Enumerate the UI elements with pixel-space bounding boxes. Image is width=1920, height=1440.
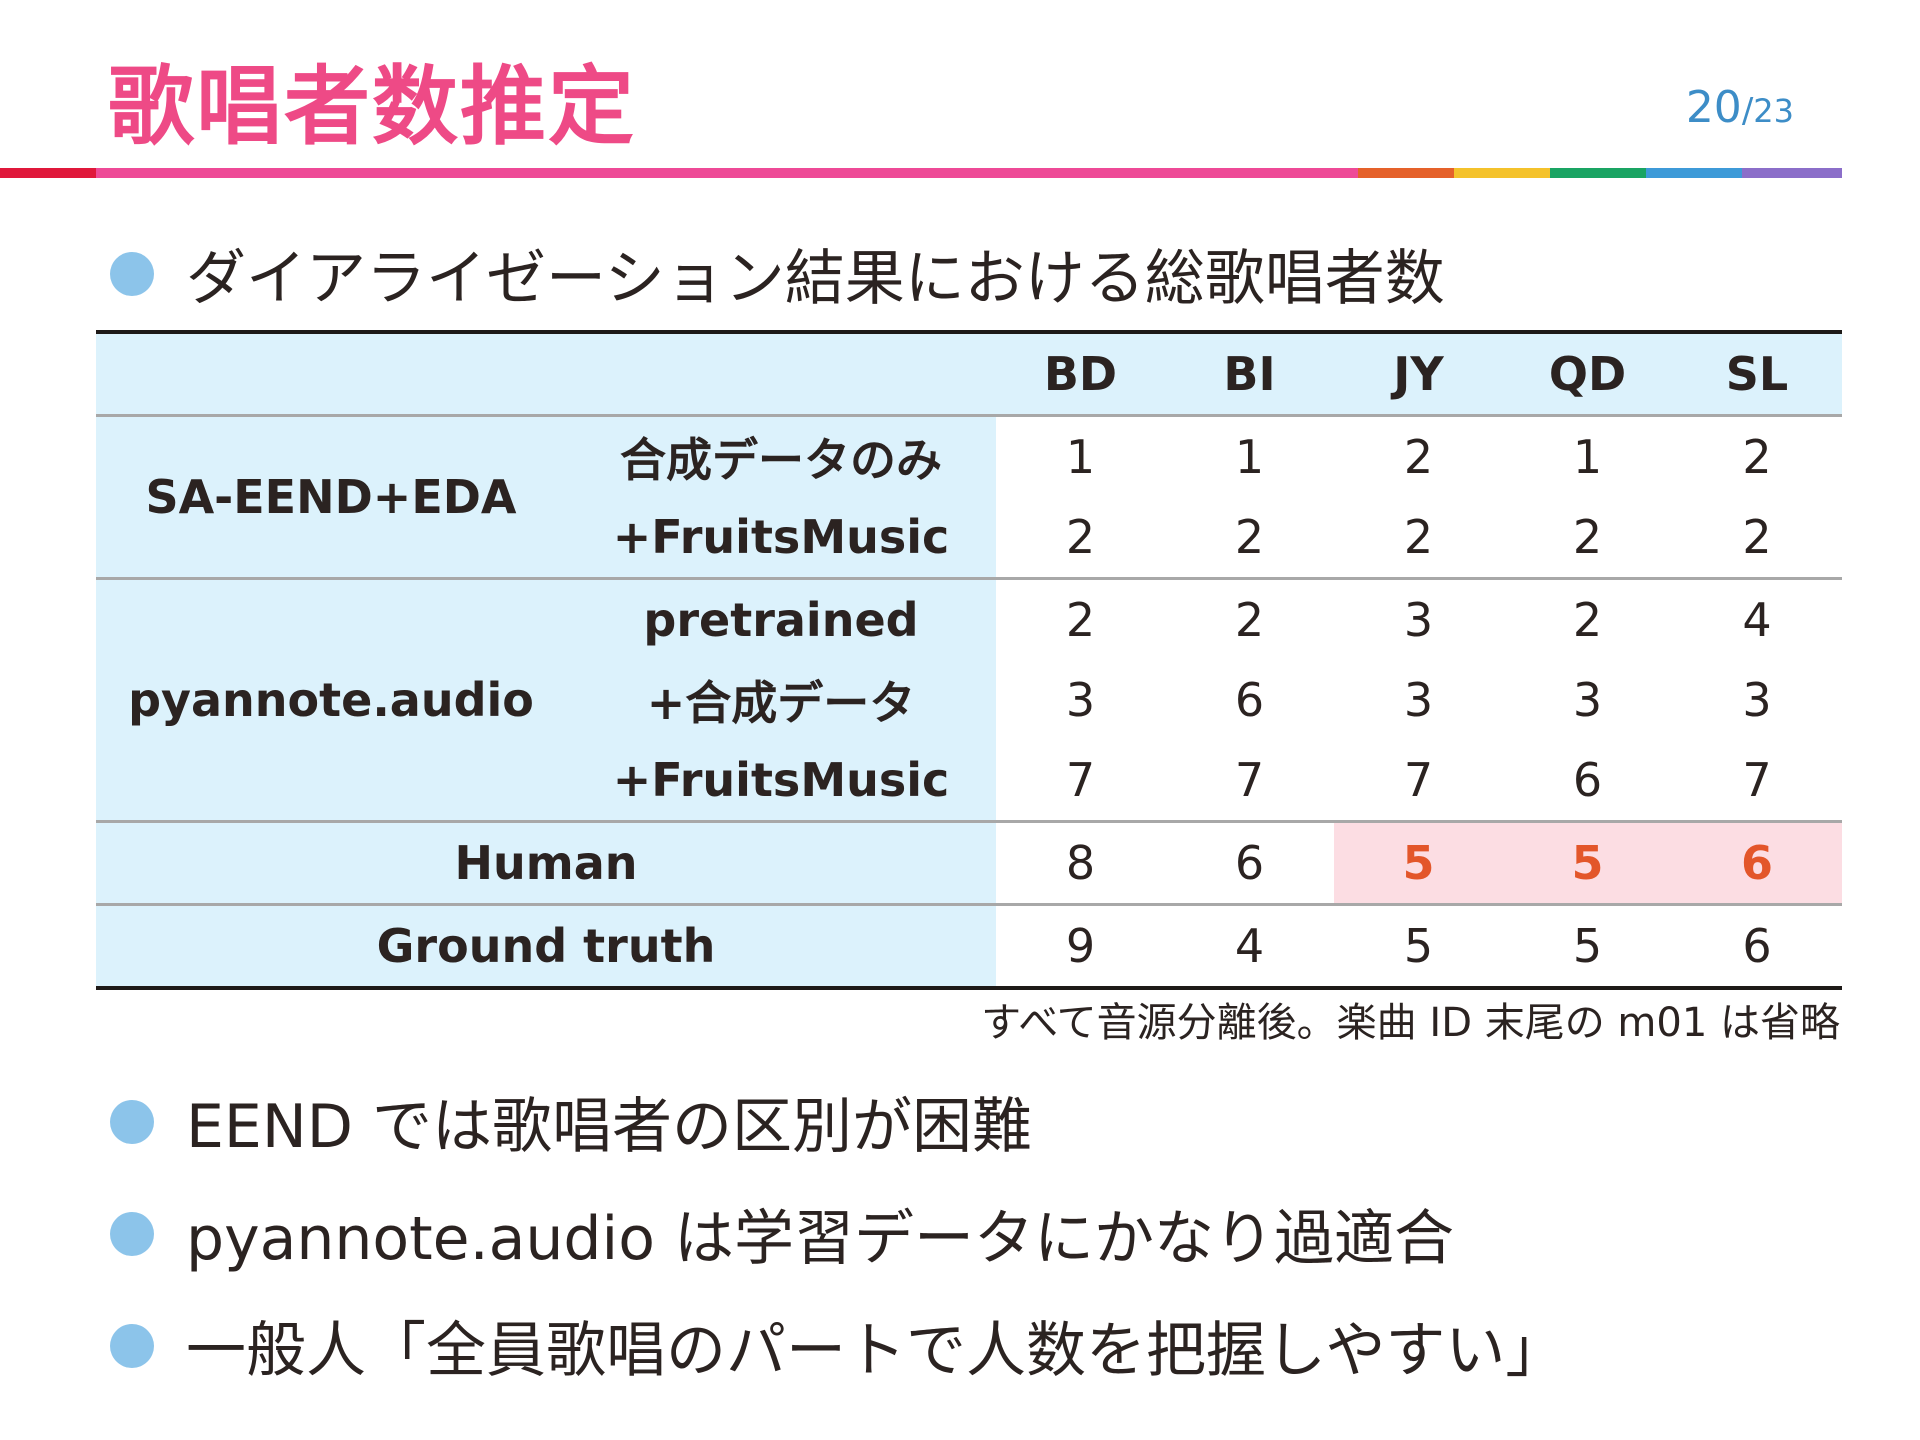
- color-bar-segment-orange: [1358, 168, 1454, 178]
- column-header: BD: [996, 330, 1165, 416]
- value-cell: 7: [1234, 753, 1265, 807]
- bullet-total-singers: ダイアライゼーション結果における総歌唱者数: [110, 230, 1445, 317]
- bullet-text: 一般人「全員歌唱のパートで人数を把握しやすい」: [186, 1316, 1566, 1386]
- value-cell: 9: [996, 903, 1165, 990]
- results-table: BD BI JY QD SL SA-EEND+EDA 合成データのみ 1 1 2…: [96, 330, 1842, 990]
- highlighted-value-cell: 6: [1672, 820, 1842, 905]
- value-cell: 7: [1065, 753, 1096, 807]
- variant-label: +FruitsMusic: [566, 497, 996, 579]
- value-cell: 6: [1165, 820, 1334, 905]
- variant-label: +合成データ: [566, 660, 996, 740]
- value-cell: 6: [1234, 673, 1265, 727]
- value-cell: 6: [1572, 753, 1603, 807]
- method-sa-eend: SA-EEND+EDA: [96, 414, 566, 579]
- table-row: SA-EEND+EDA 合成データのみ 1 1 2 1 2: [96, 414, 1842, 579]
- human-label: Human: [96, 820, 996, 905]
- bullet-dot: [110, 1323, 154, 1368]
- page-separator: /: [1741, 91, 1754, 131]
- column-header: SL: [1672, 330, 1842, 416]
- variant-label: +FruitsMusic: [566, 740, 996, 822]
- page-total: 23: [1753, 92, 1794, 130]
- value-cell: 1: [1503, 414, 1672, 497]
- bullet-dot: [110, 1099, 154, 1144]
- column-header: JY: [1334, 330, 1503, 416]
- value-cell: 1: [996, 414, 1165, 497]
- value-cell: 5: [1503, 903, 1672, 990]
- bullet-dot: [110, 1211, 154, 1256]
- table-row: +FruitsMusic 7 7 7 6 7: [96, 740, 1842, 822]
- slide-title: 歌唱者数推定: [108, 57, 636, 157]
- value-cell: 2: [1503, 577, 1672, 660]
- value-cell: 2: [1165, 577, 1334, 660]
- ground-truth-label: Ground truth: [96, 903, 996, 990]
- table-row: +合成データ 3 6 3 3 3: [96, 660, 1842, 740]
- value-cell: 3: [1742, 673, 1772, 727]
- table-row: pyannote.audio pretrained 2 2 3 2 4: [96, 577, 1842, 822]
- value-cell: 2: [1742, 510, 1772, 564]
- value-cell: 2: [1334, 414, 1503, 497]
- page-current: 20: [1685, 82, 1742, 133]
- method-pyannote: pyannote.audio: [96, 577, 566, 822]
- value-cell: 2: [1572, 510, 1603, 564]
- value-cell: 4: [1165, 903, 1334, 990]
- table-row: +FruitsMusic 2 2 2 2 2: [96, 497, 1842, 579]
- value-cell: 2: [1672, 414, 1842, 497]
- bullet-text: EEND では歌唱者の区別が困難: [186, 1092, 1032, 1162]
- value-cell: 8: [996, 820, 1165, 905]
- bullet-dot: [110, 251, 154, 296]
- bullet-pyannote: pyannote.audio は学習データにかなり過適合: [110, 1190, 1454, 1277]
- value-cell: 2: [1234, 510, 1265, 564]
- bullet-text: pyannote.audio は学習データにかなり過適合: [186, 1204, 1454, 1274]
- title-color-bar: [0, 168, 1842, 178]
- value-cell: 7: [1742, 753, 1772, 807]
- variant-label: 合成データのみ: [566, 414, 996, 497]
- value-cell: 2: [1403, 510, 1434, 564]
- highlighted-value-cell: 5: [1503, 820, 1672, 905]
- value-cell: 4: [1672, 577, 1842, 660]
- value-cell: 3: [1403, 673, 1434, 727]
- color-bar-segment-blue: [1646, 168, 1742, 178]
- value-cell: 6: [1672, 903, 1842, 990]
- table-row-human: Human 8 6 5 5 6: [96, 820, 1842, 905]
- highlighted-value-cell: 5: [1334, 820, 1503, 905]
- value-cell: 1: [1165, 414, 1334, 497]
- color-bar-segment-pink: [96, 168, 1358, 178]
- page-number: 20/23: [1686, 82, 1794, 133]
- table-footnote: すべて音源分離後。楽曲 ID 末尾の m01 は省略: [981, 1000, 1840, 1046]
- color-bar-segment-purple: [1742, 168, 1842, 178]
- value-cell: 7: [1403, 753, 1434, 807]
- value-cell: 2: [1065, 510, 1096, 564]
- table-row-ground-truth: Ground truth 9 4 5 5 6: [96, 903, 1842, 990]
- bullet-general-people: 一般人「全員歌唱のパートで人数を把握しやすい」: [110, 1302, 1565, 1389]
- value-cell: 3: [1572, 673, 1603, 727]
- header-empty-cell: [96, 330, 996, 416]
- value-cell: 5: [1334, 903, 1503, 990]
- value-cell: 3: [1334, 577, 1503, 660]
- color-bar-segment-red: [0, 168, 96, 178]
- value-cell: 2: [996, 577, 1165, 660]
- bullet-text: ダイアライゼーション結果における総歌唱者数: [186, 244, 1445, 314]
- color-bar-segment-yellow: [1454, 168, 1550, 178]
- column-header: QD: [1503, 330, 1672, 416]
- variant-label: pretrained: [566, 577, 996, 660]
- results-table-wrap: BD BI JY QD SL SA-EEND+EDA 合成データのみ 1 1 2…: [96, 330, 1842, 990]
- value-cell: 3: [1065, 673, 1096, 727]
- table-header-row: BD BI JY QD SL: [96, 330, 1842, 416]
- bullet-eend: EEND では歌唱者の区別が困難: [110, 1078, 1032, 1165]
- color-bar-segment-green: [1550, 168, 1646, 178]
- column-header: BI: [1165, 330, 1334, 416]
